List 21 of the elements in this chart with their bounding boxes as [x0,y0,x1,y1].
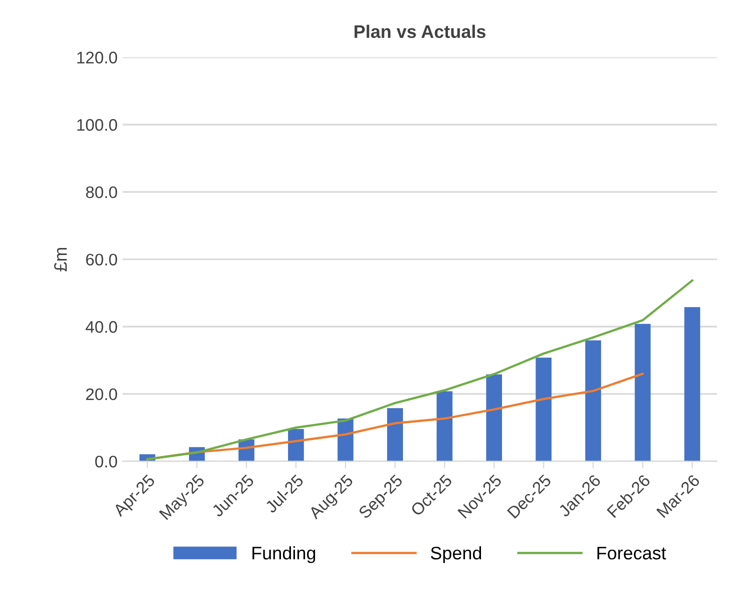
y-tick-label: 100.0 [77,119,118,131]
y-tick-label: 20.0 [86,388,118,400]
bar [288,428,304,462]
bar [486,374,502,462]
y-tick-label: 40.0 [86,321,118,333]
bar [536,358,552,462]
bar [585,340,602,462]
chart-title: Plan vs Actuals [354,24,486,38]
y-tick-label: 60.0 [86,254,118,266]
bar [387,408,403,462]
legend-label: Funding [252,546,316,564]
legend-label: Spend [430,546,482,564]
y-tick-label: 0.0 [95,456,118,468]
y-axis-title: £m [54,248,67,272]
bar [436,391,452,462]
legend-label: Forecast [597,546,666,560]
bar [634,324,651,462]
line-series [146,279,694,460]
y-tick-label: 120.0 [77,52,118,64]
bar [684,307,700,462]
y-tick-label: 80.0 [86,186,118,198]
